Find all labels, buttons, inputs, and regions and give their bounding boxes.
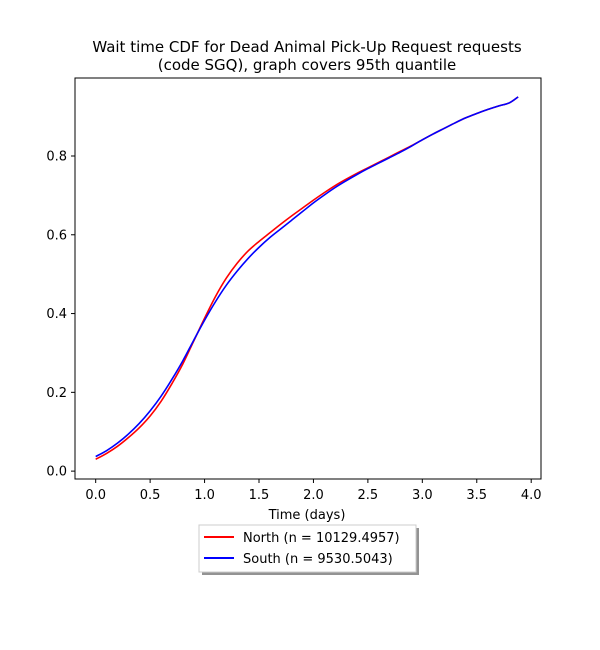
x-tick-label: 4.0	[521, 488, 542, 503]
x-tick-label: 2.5	[358, 488, 379, 503]
plot-frame	[74, 77, 542, 480]
x-axis-ticks: 0.0 0.5 1.0 1.5 2.0 2.5 3.0 3.5 4.0	[85, 479, 542, 503]
plot-area: 0.0 0.5 1.0 1.5 2.0 2.5 3.0 3.5 4.0 0.0 0.2 0.4 0.6…	[46, 77, 542, 503]
series-lines	[95, 96, 519, 461]
y-tick-label: 0.6	[46, 228, 67, 243]
x-tick-label: 2.0	[303, 488, 324, 503]
y-tick-label: 0.4	[46, 307, 67, 322]
y-tick-label: 0.0	[46, 465, 67, 480]
x-tick-label: 3.5	[466, 488, 487, 503]
legend-label-north: North (n = 10129.4957)	[243, 531, 400, 546]
y-tick-label: 0.2	[46, 386, 67, 401]
legend-box	[198, 524, 417, 573]
series-line-north	[95, 96, 519, 461]
chart-title-line-1: Wait time CDF for Dead Animal Pick-Up Re…	[92, 38, 522, 56]
x-tick-label: 0.0	[85, 488, 106, 503]
chart-title-line-2: (code SGQ), graph covers 95th quantile	[158, 56, 457, 74]
x-tick-label: 3.0	[412, 488, 433, 503]
series-line-south	[95, 96, 519, 458]
legend: North (n = 10129.4957) South (n = 9530.5…	[198, 524, 419, 575]
y-tick-label: 0.8	[46, 149, 67, 164]
x-tick-label: 1.0	[194, 488, 215, 503]
x-axis-label: Time (days)	[268, 508, 346, 523]
legend-label-south: South (n = 9530.5043)	[243, 552, 393, 567]
x-tick-label: 0.5	[140, 488, 161, 503]
y-axis-ticks: 0.0 0.2 0.4 0.6 0.8	[46, 149, 75, 480]
x-tick-label: 1.5	[249, 488, 270, 503]
